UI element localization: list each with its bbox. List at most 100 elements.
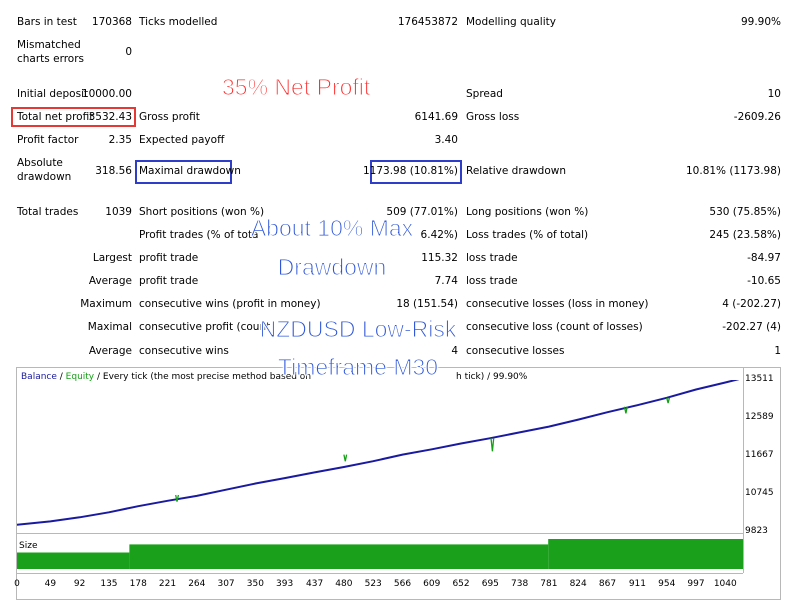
- x-tick-label: 0: [14, 579, 20, 589]
- x-tick-label: 695: [481, 579, 499, 589]
- x-tick-label: 480: [335, 579, 353, 589]
- x-tick-label: 911: [628, 579, 647, 589]
- legend-quality: / 99.90%: [484, 372, 528, 382]
- average-consecutive-wins-value: 4: [451, 345, 458, 357]
- x-tick-label: 393: [276, 579, 294, 589]
- absolute-drawdown-label: Absolute: [17, 157, 63, 169]
- y-axis-line: [743, 367, 744, 573]
- modelling-quality-value: 99.90%: [740, 16, 781, 28]
- x-axis-line: [16, 573, 743, 574]
- legend-separator: /: [56, 372, 66, 382]
- max-consecutive-losses-label: consecutive losses (loss in money): [466, 298, 649, 310]
- chart-legend: Balance / Equity / Every tick (the most …: [21, 371, 311, 383]
- max-consecutive-losses-value: 4 (-202.27): [722, 298, 781, 310]
- spread-value: 10: [767, 88, 781, 100]
- maximal-consecutive-loss-value: -202.27 (4): [722, 321, 781, 333]
- relative-drawdown-value: 10.81% (1173.98): [686, 165, 781, 177]
- loss-trades-label: Loss trades (% of total): [466, 229, 589, 241]
- expected-payoff-label: Expected payoff: [139, 134, 225, 146]
- y-tick-label: 10745: [745, 488, 774, 498]
- chart-separator: [16, 533, 743, 534]
- drawdown-annotation-line1: About 10% Max: [250, 215, 414, 242]
- maximum-label: Maximum: [80, 298, 132, 310]
- legend-equity: Equity: [65, 372, 95, 382]
- largest-loss-trade-label: loss trade: [466, 252, 518, 264]
- gross-profit-value: 6141.69: [414, 111, 458, 123]
- profit-trades-value: 6.42%): [420, 229, 458, 241]
- equity-dip: [666, 397, 671, 404]
- largest-loss-trade-value: -84.97: [747, 252, 781, 264]
- balance-line: [17, 380, 740, 526]
- maximal-consecutive-loss-label: consecutive loss (count of losses): [466, 321, 643, 333]
- initial-deposit-value: 10000.00: [81, 88, 132, 100]
- y-tick-label: 12589: [745, 412, 774, 422]
- gross-profit-label: Gross profit: [139, 111, 200, 123]
- x-tick-label: 738: [511, 579, 529, 589]
- average-profit-trade-label: profit trade: [139, 275, 199, 287]
- x-tick-label: 954: [658, 579, 676, 589]
- spread-label: Spread: [466, 88, 503, 100]
- x-tick-label: 350: [246, 579, 264, 589]
- balance-equity-plot: [17, 380, 740, 526]
- size-plot: [17, 539, 743, 569]
- y-tick-label: 11667: [745, 450, 774, 460]
- bars-in-test-value: 170368: [91, 16, 132, 28]
- profit-trades-label: Profit trades (% of tota: [139, 229, 259, 241]
- maximal-drawdown-value-box: [370, 160, 462, 184]
- largest-profit-trade-label: profit trade: [139, 252, 199, 264]
- net-profit-highlight-box: [11, 107, 136, 127]
- legend-model-text: / Every tick (the most precise method ba…: [94, 372, 312, 382]
- x-tick-label: 781: [540, 579, 558, 589]
- relative-drawdown-label: Relative drawdown: [466, 165, 567, 177]
- mismatched-errors-label-2: charts errors: [17, 53, 84, 65]
- x-tick-label: 264: [188, 579, 206, 589]
- mismatched-errors-label: Mismatched: [17, 39, 81, 51]
- equity-dip: [623, 406, 628, 414]
- maximal-drawdown-highlight-box: [135, 160, 232, 184]
- x-tick-label: 92: [73, 579, 86, 589]
- average-consecutive-losses-value: 1: [774, 345, 781, 357]
- largest-label: Largest: [92, 252, 132, 264]
- legend-tail-text: h tick): [456, 372, 485, 382]
- average-loss-trade-label: loss trade: [466, 275, 518, 287]
- max-consecutive-wins-label: consecutive wins (profit in money): [139, 298, 321, 310]
- gross-loss-value: -2609.26: [733, 111, 781, 123]
- gross-loss-label: Gross loss: [466, 111, 520, 123]
- x-tick-label: 652: [452, 579, 470, 589]
- bars-in-test-label: Bars in test: [17, 16, 77, 28]
- absolute-drawdown-value: 318.56: [95, 165, 132, 177]
- y-tick-label: 9823: [745, 526, 768, 536]
- x-tick-label: 867: [598, 579, 617, 589]
- average-consecutive-losses-label: consecutive losses: [466, 345, 565, 357]
- size-bar: [129, 544, 549, 569]
- drawdown-annotation-line2: Drawdown: [277, 254, 387, 281]
- x-tick-label: 609: [423, 579, 441, 589]
- symbol-annotation-line1: NZDUSD Low-Risk: [259, 316, 457, 343]
- net-profit-annotation: 35% Net Profit: [221, 74, 371, 101]
- short-positions-label: Short positions (won %): [139, 206, 265, 218]
- maximal-drawdown-label: Maximal drawdown: [139, 165, 241, 177]
- x-tick-label: 49: [44, 579, 57, 589]
- average-profit-trade-value: 7.74: [434, 275, 458, 287]
- size-bar: [548, 539, 743, 569]
- maximal-consecutive-profit-label: consecutive profit (count: [139, 321, 271, 333]
- equity-dip: [343, 454, 348, 462]
- x-tick-label: 566: [393, 579, 412, 589]
- total-net-profit-label: Total net profit: [17, 111, 94, 123]
- mismatched-errors-value: 0: [125, 46, 132, 58]
- average-label: Average: [88, 275, 132, 287]
- average-consecutive-wins-label: consecutive wins: [139, 345, 229, 357]
- maximal-label: Maximal: [87, 321, 132, 333]
- legend-balance: Balance: [21, 372, 57, 382]
- x-tick-label: 221: [158, 579, 177, 589]
- expected-payoff-value: 3.40: [434, 134, 458, 146]
- total-trades-label: Total trades: [17, 206, 79, 218]
- size-label: Size: [19, 541, 38, 551]
- maximal-drawdown-value: 1173.98 (10.81%): [363, 165, 458, 177]
- short-positions-value: 509 (77.01%): [386, 206, 458, 218]
- absolute-drawdown-label-2: drawdown: [17, 171, 72, 183]
- equity-dip: [490, 438, 495, 452]
- x-tick-label: 1040: [713, 579, 737, 589]
- x-tick-label: 135: [100, 579, 118, 589]
- modelling-quality-label: Modelling quality: [466, 16, 556, 28]
